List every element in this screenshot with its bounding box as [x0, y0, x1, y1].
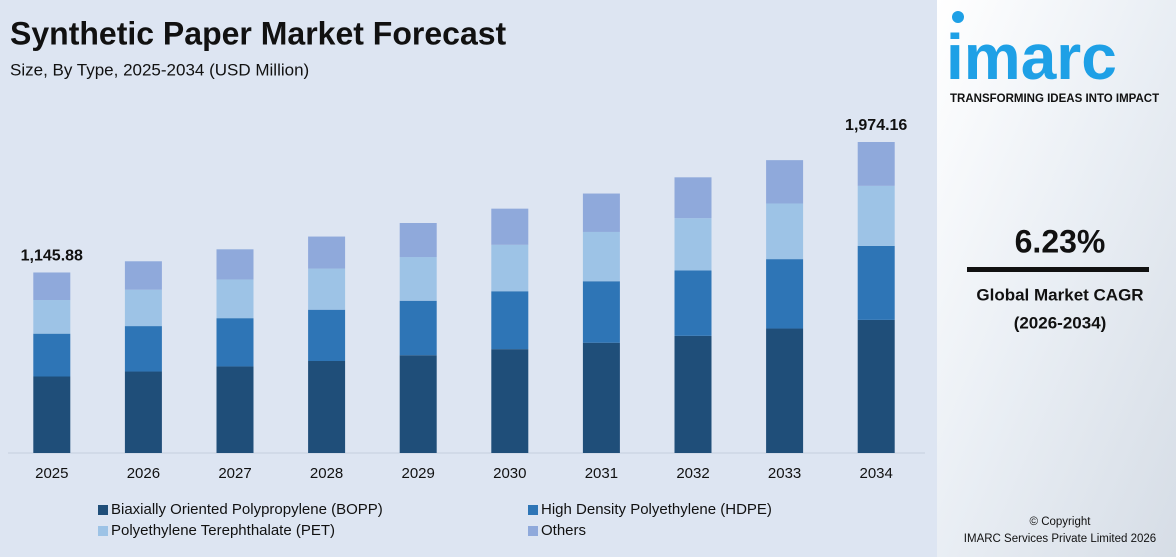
bar-segment [124, 261, 162, 290]
bar-segment [491, 291, 529, 350]
bar-segment [491, 208, 529, 245]
bar-segment [216, 279, 254, 319]
bar-segment [582, 193, 620, 232]
x-tick-label: 2030 [493, 465, 526, 482]
chart-title: Synthetic Paper Market Forecast [10, 15, 507, 51]
legend-swatch [528, 526, 538, 536]
bar-segment [308, 309, 346, 361]
bar-segment [674, 335, 712, 453]
x-tick-label: 2032 [676, 465, 709, 482]
x-tick-label: 2031 [585, 465, 618, 482]
legend-label: Polyethylene Terephthalate (PET) [111, 522, 335, 539]
bar-segment [308, 236, 346, 269]
bar-segment [399, 222, 437, 258]
bar-segment [308, 268, 346, 310]
bar-segment [399, 300, 437, 356]
bar-segment [33, 376, 71, 453]
legend-label: Others [541, 522, 586, 539]
cagr-period: (2026-2034) [1014, 313, 1107, 332]
bar-segment [124, 289, 162, 327]
bar-segment [308, 360, 346, 453]
copyright: © Copyright [1030, 516, 1092, 528]
bar-segment [766, 203, 804, 260]
total-label: 1,974.16 [845, 117, 907, 134]
x-tick-label: 2029 [402, 465, 435, 482]
total-label: 1,145.88 [21, 248, 83, 265]
logo: imarc [946, 21, 1117, 93]
bar-segment [399, 355, 437, 453]
x-tick-label: 2026 [127, 465, 160, 482]
bar-segment [674, 218, 712, 271]
bar-segment [124, 371, 162, 453]
legend-label: High Density Polyethylene (HDPE) [541, 501, 772, 518]
bar-segment [766, 160, 804, 204]
cagr-label: Global Market CAGR [976, 285, 1143, 304]
cagr-value: 6.23% [1015, 223, 1106, 259]
bar-segment [216, 249, 254, 280]
bar-segment [33, 300, 71, 334]
tagline: TRANSFORMING IDEAS INTO IMPACT [950, 93, 1159, 105]
x-tick-label: 2028 [310, 465, 343, 482]
bar-segment [857, 185, 895, 246]
legend-swatch [528, 505, 538, 515]
bar-segment [216, 318, 254, 367]
bar-segment [857, 142, 895, 186]
bar-segment [124, 326, 162, 372]
bar-segment [399, 257, 437, 301]
bar-segment [857, 245, 895, 320]
bar-segment [491, 244, 529, 292]
bar-segment [491, 349, 529, 453]
bar-segment [857, 319, 895, 453]
x-tick-label: 2033 [768, 465, 801, 482]
x-tick-label: 2025 [35, 465, 68, 482]
bar-segment [766, 328, 804, 453]
bar-segment [216, 366, 254, 453]
bar-segment [766, 259, 804, 329]
bar-segment [674, 177, 712, 219]
bar-segment [582, 281, 620, 343]
sidebar-background [937, 0, 1176, 557]
legend-swatch [98, 526, 108, 536]
bar-segment [582, 231, 620, 282]
x-tick-label: 2034 [860, 465, 893, 482]
chart-subtitle: Size, By Type, 2025-2034 (USD Million) [10, 60, 309, 79]
company: IMARC Services Private Limited 2026 [964, 533, 1156, 545]
bar-segment [674, 270, 712, 336]
bar-segment [33, 333, 71, 377]
bar-segment [582, 342, 620, 453]
legend-label: Biaxially Oriented Polypropylene (BOPP) [111, 501, 383, 518]
cagr-divider [967, 267, 1149, 272]
logo-dot [952, 11, 964, 23]
legend-swatch [98, 505, 108, 515]
bar-segment [33, 272, 71, 301]
x-tick-label: 2027 [218, 465, 251, 482]
